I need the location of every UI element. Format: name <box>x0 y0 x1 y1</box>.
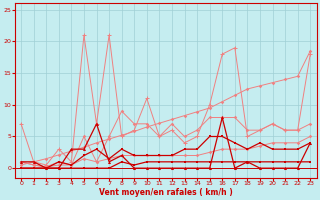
X-axis label: Vent moyen/en rafales ( km/h ): Vent moyen/en rafales ( km/h ) <box>99 188 233 197</box>
